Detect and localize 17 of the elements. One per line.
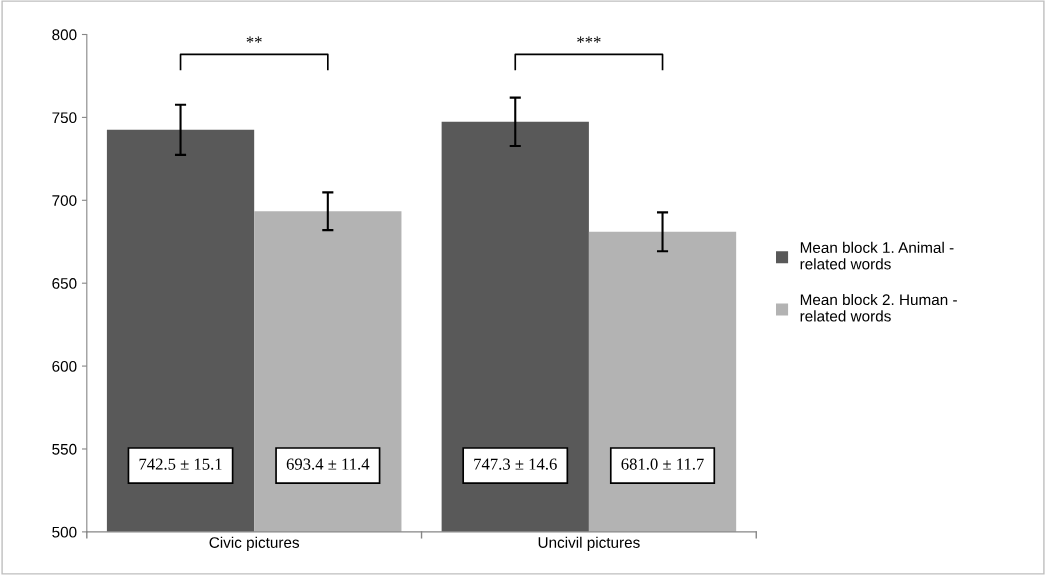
- legend-label: Mean block 2. Human - related words: [800, 293, 957, 322]
- y-tick-label: 500: [52, 526, 77, 538]
- annotation: **: [246, 36, 262, 43]
- x-tick-label: Civic pictures: [209, 536, 300, 551]
- annotation: ***: [577, 36, 601, 43]
- y-tick-label: 750: [52, 112, 77, 124]
- data-label: 747.3 ± 14.6: [474, 458, 557, 470]
- data-label: 693.4 ± 11.4: [286, 458, 370, 470]
- y-tick-label: 550: [52, 443, 77, 455]
- y-tick-label: 800: [52, 29, 77, 41]
- x-tick-label: Uncivil pictures: [538, 536, 640, 551]
- data-label: 742.5 ± 15.1: [139, 458, 222, 470]
- y-tick-label: 650: [52, 278, 77, 289]
- data-label: 681.0 ± 11.7: [621, 458, 704, 470]
- legend-label: Mean block 1. Animal - related words: [800, 241, 954, 270]
- y-tick-label: 700: [52, 195, 77, 206]
- y-tick-label: 600: [52, 360, 77, 372]
